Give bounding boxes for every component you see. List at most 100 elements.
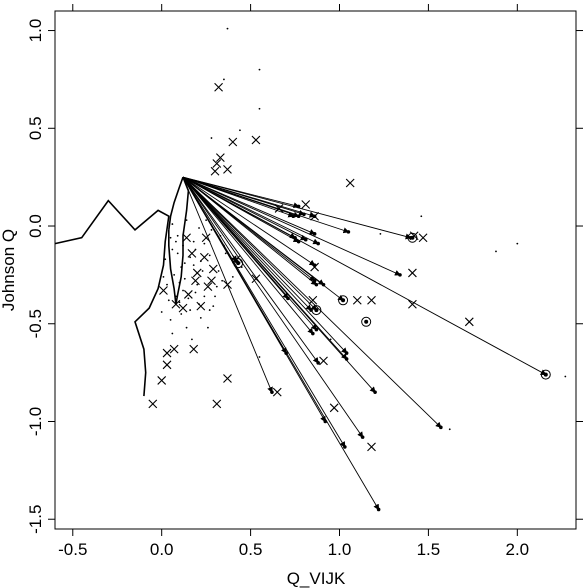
cross-marker — [367, 295, 376, 305]
cross-marker — [183, 290, 193, 299]
cross-marker — [212, 399, 222, 409]
small-dot — [194, 291, 197, 294]
small-dot — [169, 236, 172, 239]
small-dot — [182, 289, 184, 292]
small-dots — [160, 27, 567, 431]
small-dot — [198, 227, 200, 229]
circled-point-center — [364, 319, 369, 324]
cross-marker — [367, 442, 376, 452]
small-dot — [185, 326, 188, 329]
small-dot — [175, 295, 177, 298]
cross-marker — [352, 295, 362, 305]
cross-marker — [159, 286, 168, 295]
small-dot — [189, 309, 192, 311]
cross-marker — [187, 248, 197, 258]
cross-marker — [171, 299, 181, 309]
arrow — [182, 176, 320, 245]
x-tick-label: 0.0 — [150, 540, 174, 559]
small-dot — [217, 270, 220, 272]
cross-marker — [203, 282, 213, 292]
small-dot — [189, 256, 192, 259]
cross-marker — [178, 303, 188, 313]
small-dot — [185, 219, 188, 222]
cross-marker — [210, 166, 220, 176]
small-dot — [223, 78, 225, 81]
cross-marker — [319, 356, 328, 366]
small-dot — [210, 137, 213, 139]
arrow — [182, 176, 319, 364]
small-dot — [231, 275, 234, 278]
cross-marker — [418, 233, 428, 243]
small-dot — [201, 270, 204, 272]
arrow — [182, 176, 237, 263]
arrow — [182, 176, 364, 438]
arrow-tip-dot — [346, 230, 351, 234]
small-dot — [215, 285, 218, 288]
cross-marker — [201, 233, 211, 243]
y-axis-label: Johnson Q — [0, 229, 18, 311]
circled-point-center — [341, 298, 346, 303]
small-dot — [226, 27, 229, 30]
cross-marker — [169, 344, 179, 354]
cross-marker — [223, 280, 232, 290]
small-dot — [178, 281, 181, 284]
x-tick-label: 0.5 — [239, 540, 263, 559]
small-dot — [379, 232, 382, 235]
small-dot — [239, 129, 241, 132]
arrow — [182, 176, 348, 354]
circled-point-ring — [311, 305, 322, 316]
x-tick-label: 1.0 — [328, 540, 352, 559]
small-dot — [205, 219, 208, 222]
small-dot — [169, 318, 172, 321]
cross-marker — [274, 204, 284, 213]
small-dot — [495, 250, 497, 253]
small-dot — [448, 428, 451, 431]
cross-marker — [162, 360, 172, 370]
cross-marker — [223, 374, 232, 383]
small-dot — [258, 356, 261, 358]
y-tick-label: 0.5 — [26, 116, 45, 140]
small-dot — [224, 252, 227, 255]
small-dot — [258, 107, 261, 110]
small-dot — [183, 262, 186, 265]
y-tick-label: -1.0 — [26, 407, 45, 436]
small-dot — [258, 68, 261, 71]
boundary-line — [54, 199, 170, 397]
y-tick-label: -1.5 — [26, 505, 45, 534]
small-dot — [199, 316, 202, 319]
arrow-tip-dot — [439, 425, 443, 430]
cross-marker — [310, 262, 319, 272]
arrow-tip-dot — [398, 273, 402, 277]
small-dot — [420, 215, 423, 218]
small-dot — [162, 275, 165, 278]
small-dot — [175, 240, 177, 243]
small-dot — [180, 266, 183, 268]
arrow — [182, 176, 316, 266]
small-dot — [182, 244, 184, 247]
small-dot — [192, 264, 195, 267]
arrow-tip-dot — [314, 282, 319, 287]
x-axis-label: Q_VIJK — [287, 569, 346, 588]
arrow-tip-dot — [270, 390, 274, 394]
y-tick-label: -0.5 — [26, 309, 45, 338]
x-tick-label: -0.5 — [58, 540, 87, 559]
arrow-tip-dot — [314, 327, 319, 332]
small-dot — [203, 242, 206, 245]
cross-marker — [408, 268, 417, 278]
upper-branch-line — [168, 176, 184, 231]
arrow-tip-dot — [311, 331, 315, 336]
cross-marker — [251, 135, 261, 145]
arrow-tip-dot — [303, 237, 308, 242]
arrow — [182, 176, 295, 218]
cross-marker — [196, 301, 206, 311]
small-dot — [221, 279, 224, 282]
small-dot — [173, 273, 176, 276]
small-dot — [329, 338, 332, 341]
cross-marker — [251, 274, 261, 284]
small-dot — [210, 229, 213, 231]
circled-point-ring — [361, 316, 372, 327]
small-dot — [208, 254, 211, 257]
small-dot — [214, 295, 216, 298]
boundary-curve — [54, 176, 190, 397]
circled-point-ring — [338, 295, 349, 306]
